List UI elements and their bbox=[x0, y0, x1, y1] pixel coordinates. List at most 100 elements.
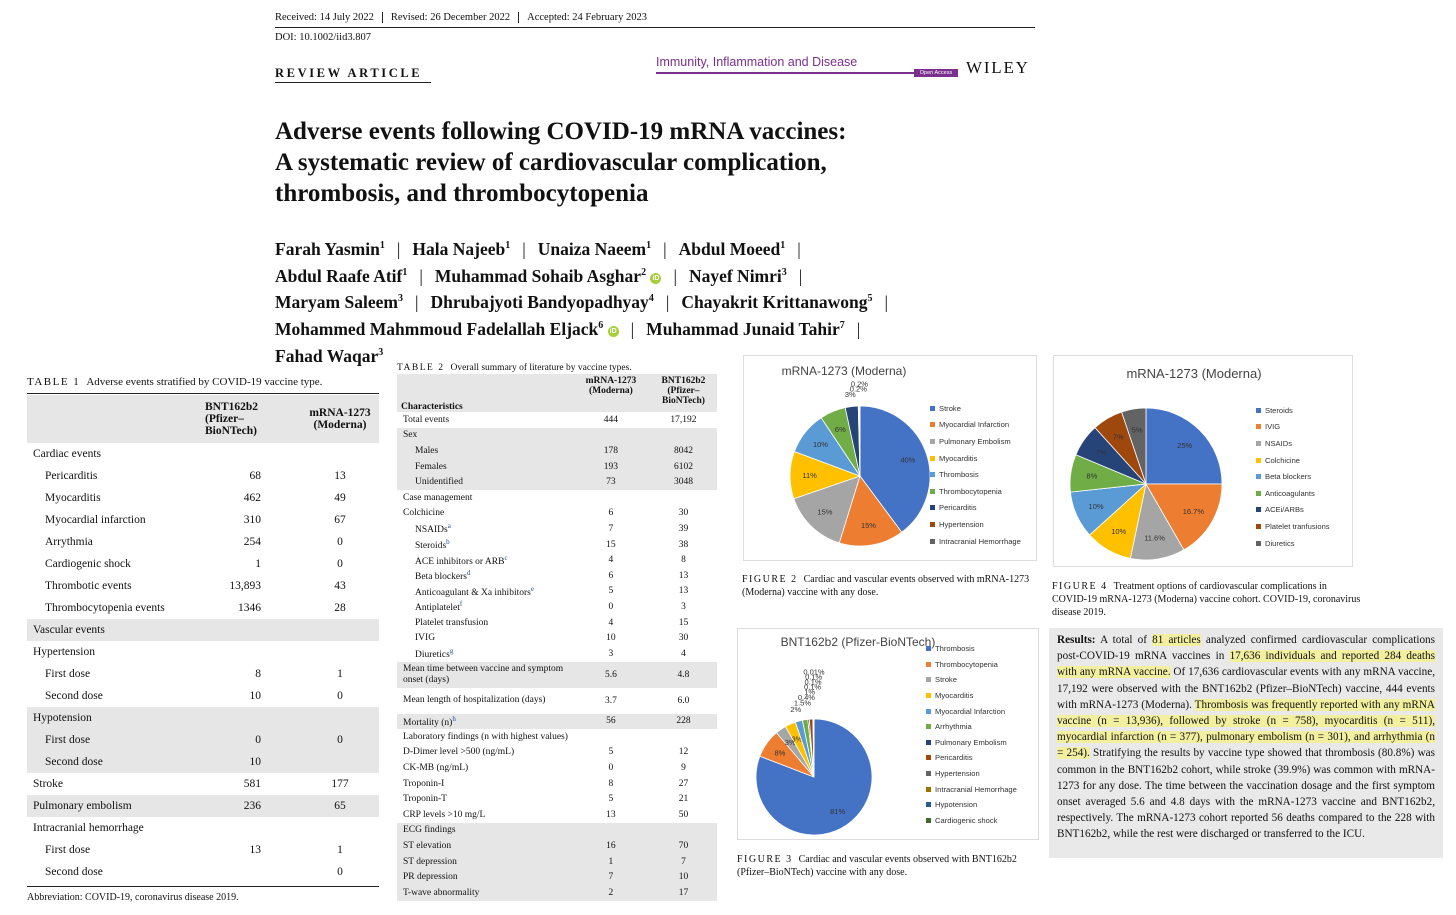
table2-value: 9 bbox=[681, 763, 686, 774]
table1-row: Thrombotic events 13,893 43 bbox=[27, 575, 379, 597]
table2-value: 15 bbox=[606, 539, 616, 550]
legend-item: Pulmonary Embolism bbox=[930, 433, 1021, 450]
table1-value: 236 bbox=[243, 800, 261, 812]
title-line-3: thrombosis, and thrombocytopenia bbox=[275, 180, 649, 207]
journal-bar bbox=[656, 72, 958, 74]
figure2-pie: 40% 15% 15% 11% 10% 6% 3%0.2%0.2% bbox=[789, 380, 931, 547]
author[interactable]: Unaiza Naeem1 bbox=[537, 238, 652, 259]
author[interactable]: Abdul Raafe Atif1 bbox=[275, 265, 408, 286]
author[interactable]: Nayef Nimri3 bbox=[688, 265, 787, 286]
table2-row-label: Mean length of hospitalization (days) bbox=[403, 695, 546, 705]
legend-swatch bbox=[1256, 424, 1261, 430]
results-highlight: 81 articles bbox=[1152, 634, 1201, 646]
table2-value: 5 bbox=[608, 747, 614, 758]
table2-value: 0 bbox=[608, 763, 614, 774]
table2-row: Males 178 8042 bbox=[397, 443, 717, 459]
table1-row: Myocardial infarction 310 67 bbox=[27, 509, 379, 531]
table2-value: 7 bbox=[681, 856, 686, 867]
pie-data-label: 1% bbox=[804, 688, 815, 697]
table2-value: 10 bbox=[678, 872, 689, 883]
legend-swatch bbox=[1256, 523, 1261, 529]
table1-row-label: Pericarditis bbox=[45, 470, 98, 482]
author[interactable]: Muhammad Sohaib Asghar2 iD bbox=[434, 265, 662, 286]
orcid-icon[interactable]: iD bbox=[607, 326, 619, 338]
journal-name[interactable]: Immunity, Inflammation and Disease bbox=[656, 55, 858, 69]
legend-item: Diuretics bbox=[1256, 535, 1330, 552]
table1-value bbox=[301, 817, 379, 839]
table2-row: Laboratory findings (n with highest valu… bbox=[397, 729, 717, 745]
table2-row-label: Case management bbox=[403, 492, 473, 503]
table2-row: Diureticsg 3 4 bbox=[397, 646, 717, 662]
legend-label: Intracranial Hemorrhage bbox=[939, 536, 1021, 546]
legend-item: IVIG bbox=[1256, 419, 1330, 436]
table2-row: IVIG 10 30 bbox=[397, 630, 717, 646]
table1-row: Thrombocytopenia events 1346 28 bbox=[27, 597, 379, 619]
table1-row-label: First dose bbox=[45, 734, 91, 746]
table1-row: Stroke 581 177 bbox=[27, 773, 379, 795]
pie-slice bbox=[1145, 483, 1223, 551]
legend-label: Hypertension bbox=[935, 769, 980, 779]
table1-row-label: Thrombotic events bbox=[45, 580, 132, 592]
author[interactable]: Maryam Saleem3 bbox=[275, 292, 403, 313]
author[interactable]: Abdul Moeed1 bbox=[678, 238, 786, 259]
author[interactable]: Chayakrit Krittanawong5 bbox=[681, 292, 873, 313]
table1-value: 1 bbox=[337, 844, 343, 856]
legend-label: Thrombocytopenia bbox=[935, 659, 998, 669]
orcid-icon[interactable]: iD bbox=[650, 272, 662, 284]
author[interactable]: Mohammed Mahmmoud Fadelallah Eljack6 iD bbox=[275, 319, 619, 340]
pie-data-label: 15% bbox=[817, 508, 832, 517]
figure3-caption-text: Cardiac and vascular events observed wit… bbox=[737, 854, 1017, 878]
legend-swatch bbox=[926, 646, 931, 652]
table1-row: Pulmonary embolism 236 65 bbox=[27, 795, 379, 817]
legend-label: Diuretics bbox=[1265, 538, 1295, 548]
legend-item: Pulmonary Embolism bbox=[926, 735, 1017, 751]
table1-row: Myocarditis 462 49 bbox=[27, 487, 379, 509]
table2-row-label: Diureticsg bbox=[415, 647, 454, 661]
table2-value: 1 bbox=[608, 856, 614, 867]
open-access-badge: Open Access bbox=[914, 69, 958, 77]
legend-swatch bbox=[930, 422, 935, 428]
legend-item: Hypertension bbox=[930, 516, 1021, 533]
pie-data-label: 3% bbox=[792, 734, 803, 743]
publisher-logo[interactable]: WILEY bbox=[966, 58, 1030, 77]
table2-value: 38 bbox=[678, 539, 689, 550]
author[interactable]: Dhrubajyoti Bandyopadhyay4 bbox=[430, 292, 654, 313]
legend-swatch bbox=[930, 472, 935, 478]
author[interactable]: Fahad Waqar3 bbox=[275, 346, 384, 367]
table2-row-label: Unidentified bbox=[415, 477, 464, 488]
author[interactable]: Muhammad Junaid Tahir7 bbox=[646, 319, 845, 340]
table2-row-label: Total events bbox=[403, 414, 450, 425]
pie-slice bbox=[858, 405, 861, 477]
table1-row: Hypertension bbox=[27, 641, 379, 663]
legend-swatch bbox=[926, 755, 931, 761]
table2-value: 17 bbox=[678, 887, 689, 898]
table2-value: 193 bbox=[603, 461, 619, 472]
legend-item: Steroids bbox=[1256, 402, 1330, 419]
figure4-title: mRNA-1273 (Moderna) bbox=[1126, 366, 1262, 381]
legend-swatch bbox=[930, 405, 935, 411]
table2-row: Case management bbox=[397, 490, 717, 506]
table1-value bbox=[301, 751, 379, 773]
table2-row: Antiplateletf 0 3 bbox=[397, 599, 717, 615]
doi[interactable]: DOI: 10.1002/iid3.807 bbox=[275, 32, 371, 43]
table2-row: Mean time between vaccine and symptom on… bbox=[397, 661, 717, 688]
author[interactable]: Farah Yasmin1 bbox=[275, 238, 385, 259]
author[interactable]: Hala Najeeb1 bbox=[412, 238, 511, 259]
pie-slice bbox=[793, 475, 861, 544]
revised-date: Revised: 26 December 2022 bbox=[381, 12, 519, 23]
figure3-caption: FIGURE 3 Cardiac and vascular events obse… bbox=[737, 853, 1037, 879]
legend-label: Arrhythmia bbox=[935, 722, 972, 732]
author-list: Farah Yasmin1 | Hala Najeeb1 | Unaiza Naeem1… bbox=[275, 234, 1035, 368]
table2-value: 7 bbox=[608, 523, 614, 534]
pie-data-label: 3% bbox=[785, 738, 796, 747]
table2-value bbox=[572, 729, 650, 745]
table1-value: 0 bbox=[337, 536, 343, 548]
table1-row: Cardiogenic shock 1 0 bbox=[27, 553, 379, 575]
legend-label: Hypertension bbox=[939, 519, 984, 529]
figure4-chart: mRNA-1273 (Moderna) 25% 16.7% 11.6% 10% 10% 8… bbox=[1053, 355, 1353, 567]
table2-value: 5 bbox=[608, 794, 614, 805]
table1-value: 10 bbox=[249, 690, 262, 702]
figure2-chart: mRNA-1273 (Moderna) 40% 15% 15% 11% 10% 6% 3% 0… bbox=[743, 355, 1037, 561]
table2-row-label: Laboratory findings (n with highest valu… bbox=[403, 731, 568, 742]
table1-row: First dose 13 1 bbox=[27, 839, 379, 861]
